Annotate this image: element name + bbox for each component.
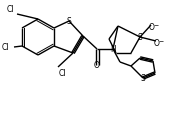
Text: O: O [94, 61, 100, 70]
Text: −: − [158, 38, 164, 43]
Text: O: O [149, 23, 155, 32]
Text: S: S [67, 17, 71, 26]
Text: S: S [138, 33, 142, 42]
Text: S: S [141, 74, 145, 83]
Text: Cl: Cl [58, 69, 66, 78]
Text: O: O [154, 39, 160, 48]
Text: −: − [153, 22, 159, 27]
Text: Cl: Cl [6, 4, 14, 13]
Text: N: N [110, 45, 116, 54]
Text: Cl: Cl [1, 43, 9, 52]
